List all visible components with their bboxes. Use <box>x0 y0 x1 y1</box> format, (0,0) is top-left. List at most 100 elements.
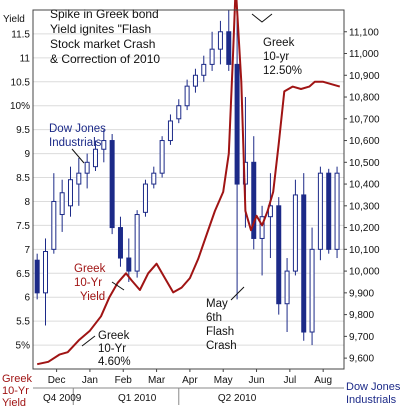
candle-body <box>34 259 40 294</box>
candle-body <box>109 140 115 229</box>
candle-body <box>326 172 332 250</box>
candle-body <box>317 172 323 250</box>
dow-candle <box>134 210 140 278</box>
greek-high-line-2: 10-yr <box>263 51 289 63</box>
month-tick-label: Jun <box>248 375 264 386</box>
dow-candle <box>117 216 123 267</box>
dow-candle <box>284 258 290 333</box>
left-tick-label: 5% <box>16 341 31 352</box>
greek-yield-label-line-2: 10-Yr <box>74 277 102 289</box>
corner-left-line-3: Yield <box>2 397 26 409</box>
left-tick-label: 6 <box>24 293 30 304</box>
candle-body <box>301 194 307 333</box>
dow-label-pointer <box>71 148 85 164</box>
flash-pointer <box>230 286 245 301</box>
left-tick-label: 11.5 <box>11 29 30 40</box>
bottom-axis: Dec Jan Feb Mar Apr May Jun Jul Aug Q4 2009 Q1 201… <box>33 369 344 405</box>
flash-line-3: Flash <box>206 326 234 338</box>
dow-candle <box>217 20 223 65</box>
candle-body <box>192 74 198 87</box>
right-tick-label: 10,800 <box>349 93 380 104</box>
month-tick-label: Jul <box>283 375 296 386</box>
flash-line-1: May <box>206 298 228 310</box>
candle-body <box>51 200 57 250</box>
title-line-2: Yield ignites "Flash <box>50 22 151 36</box>
corner-right-line-2: Industrials <box>346 394 397 406</box>
dow-candle <box>326 168 332 254</box>
right-tick-label: 11,000 <box>349 49 379 60</box>
dow-candle <box>84 153 90 189</box>
dow-candle <box>42 238 48 326</box>
right-tick-label: 10,400 <box>349 180 380 191</box>
month-tick-label: Feb <box>115 375 133 386</box>
dow-candle <box>76 157 82 206</box>
dow-candle <box>226 10 232 71</box>
dow-candle <box>201 55 207 82</box>
corner-left-line-1: Greek <box>2 373 32 385</box>
left-axis-label: Yield <box>3 14 25 25</box>
candle-body <box>201 63 207 76</box>
candle-body <box>84 161 90 174</box>
dow-candle <box>34 253 40 300</box>
candle-body <box>276 205 282 305</box>
left-tick-label: 7 <box>24 245 30 256</box>
left-tick-label: 7.5 <box>16 221 30 232</box>
right-tick-label: 9,900 <box>349 288 374 299</box>
dow-candle <box>51 173 57 254</box>
title-line-1: Spike in Greek bond <box>50 7 159 21</box>
candle-body <box>42 251 48 294</box>
greek-low-line-3: 4.60% <box>98 356 131 368</box>
right-tick-label: 10,100 <box>349 245 380 256</box>
dow-candle <box>151 166 157 189</box>
month-tick-label: Jan <box>82 375 98 386</box>
dow-label-line-2: Industrials <box>49 137 102 149</box>
dow-candle <box>234 14 240 300</box>
flash-crash-annotation: May 6th Flash Crash <box>206 286 245 352</box>
dow-candle <box>309 227 315 346</box>
left-tick-label: 10.5 <box>11 77 31 88</box>
dow-candle <box>209 31 215 71</box>
greek-high-annotation: Greek 10-yr 12.50% <box>251 13 302 77</box>
dow-candle <box>167 114 173 145</box>
right-tick-label: 10,500 <box>349 158 380 169</box>
candle-body <box>234 63 240 185</box>
right-tick-label: 10,600 <box>349 136 380 147</box>
dow-candle <box>184 79 190 111</box>
corner-left-line-2: 10-Yr <box>2 385 29 397</box>
quarter-label: Q1 2010 <box>118 393 157 404</box>
left-tick-label: 6.5 <box>16 269 30 280</box>
greek-high-line-1: Greek <box>263 37 295 49</box>
dow-candle <box>59 179 65 232</box>
candle-body <box>117 227 123 259</box>
right-axis-ticks: 9,600 9,700 9,800 9,900 10,000 10,100 10,200 10… <box>344 27 380 365</box>
month-tick-label: Dec <box>48 375 66 386</box>
dow-candle <box>142 179 148 217</box>
right-tick-label: 10,700 <box>349 114 380 125</box>
right-tick-label: 10,200 <box>349 223 380 234</box>
corner-right-label: Dow Jones Industrials <box>346 381 401 406</box>
greek-low-line-1: Greek <box>98 330 130 342</box>
dow-candle <box>292 179 298 276</box>
month-tick-label: May <box>214 375 233 386</box>
corner-right-line-1: Dow Jones <box>346 381 401 393</box>
greek-yield-label: Greek 10-Yr Yield <box>74 263 125 303</box>
right-tick-label: 11,100 <box>349 27 379 38</box>
greek-yield-label-line-3: Yield <box>80 291 105 303</box>
flash-line-4: Crash <box>206 340 237 352</box>
quarter-label: Q4 2009 <box>43 393 82 404</box>
left-axis-ticks: 5% 5.5 6 6.5 7 7.5 8 8.5 9 9.5 10% 10.5 11 11.5 <box>10 29 30 351</box>
left-tick-label: 9 <box>24 149 30 160</box>
candle-body <box>184 85 190 107</box>
candle-body <box>142 183 148 213</box>
right-tick-label: 10,900 <box>349 71 380 82</box>
flash-line-2: 6th <box>206 312 222 324</box>
greek-low-annotation: Greek 10-Yr 4.60% <box>81 330 131 368</box>
dow-candle <box>334 166 340 259</box>
left-tick-label: 8.5 <box>16 173 30 184</box>
dow-label-line-1: Dow Jones <box>49 123 106 135</box>
candle-body <box>284 270 290 305</box>
candle-body <box>159 140 165 174</box>
greek-high-line-3: 12.50% <box>263 65 302 77</box>
dow-candle <box>259 205 265 276</box>
